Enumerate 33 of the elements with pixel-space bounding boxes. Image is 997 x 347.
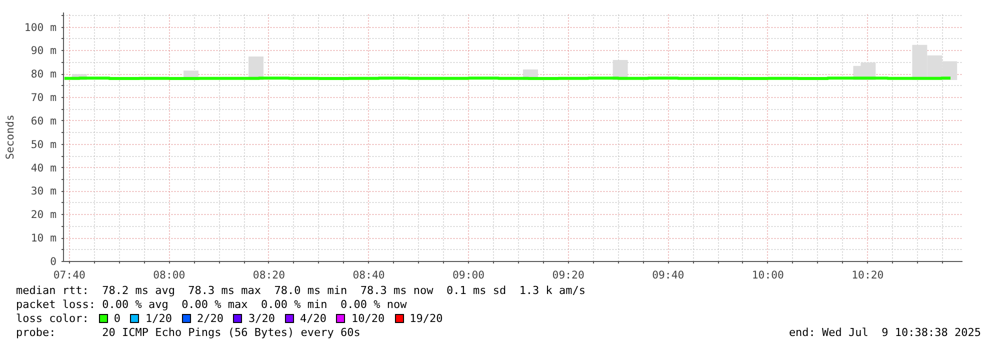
legend-label: 19/20 xyxy=(410,312,443,325)
legend-label: 2/20 xyxy=(196,312,224,325)
y-axis-title: Seconds xyxy=(3,114,16,160)
legend-label: 1/20 xyxy=(145,312,172,325)
text: probe: 20 ICMP Echo Pings (56 Bytes) every 60s xyxy=(16,326,360,340)
text: packet loss: 0.00 % avg 0.00 % max 0.00 % min 0.00 % now xyxy=(16,298,408,312)
x-tick-label: 10:20 xyxy=(852,268,884,282)
y-tick-label: 70 m xyxy=(30,91,57,104)
y-tick-label: 100 m xyxy=(24,20,56,34)
x-tick-label: 09:40 xyxy=(652,268,684,282)
x-tick-label: 07:40 xyxy=(53,268,86,282)
x-tick-label: 10:00 xyxy=(752,268,784,282)
legend-label: 0 xyxy=(114,312,120,325)
x-tick-label: 09:00 xyxy=(452,268,485,282)
y-tick-label: 20 m xyxy=(30,208,57,222)
x-tick-label: 08:40 xyxy=(352,268,385,282)
x-tick-label: 08:00 xyxy=(153,268,186,282)
text: median rtt: 78.2 ms avg 78.3 ms max 78.0 ms min 78.3 ms now 0.1 ms sd 1.3 k am/s xyxy=(16,284,587,298)
legend-label: 3/20 xyxy=(248,312,275,325)
y-tick-label: 50 m xyxy=(30,138,57,151)
y-tick-label: 90 m xyxy=(30,44,57,58)
y-tick-label: 40 m xyxy=(30,161,57,174)
legend-label: 4/20 xyxy=(300,312,326,325)
y-tick-label: 80 m xyxy=(30,68,57,81)
x-tick-label: 08:20 xyxy=(252,268,285,282)
x-tick-label: 09:20 xyxy=(552,268,584,282)
legend-title: loss color: xyxy=(16,312,89,325)
y-tick-label: 0 xyxy=(50,255,57,268)
legend-label: 10/20 xyxy=(351,312,385,325)
y-tick-label: 30 m xyxy=(30,184,57,198)
text: end: Wed Jul 9 10:38:38 2025 xyxy=(788,326,981,340)
y-tick-label: 10 m xyxy=(30,232,57,245)
y-tick-label: 60 m xyxy=(30,114,57,128)
